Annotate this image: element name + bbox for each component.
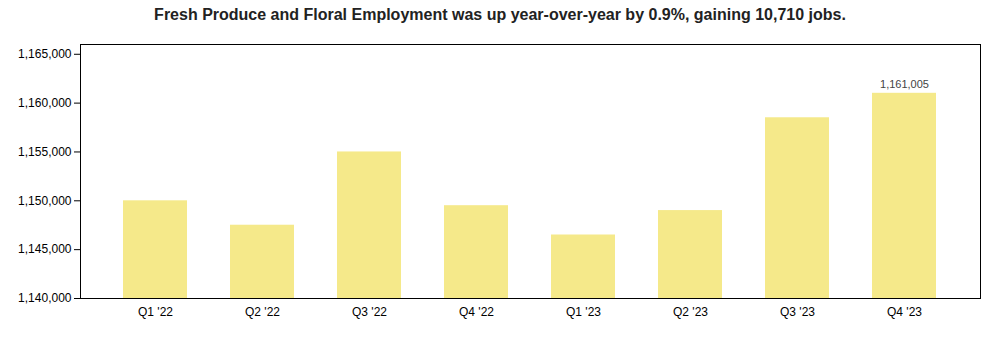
svg-text:Q3 '23: Q3 '23	[780, 305, 815, 319]
svg-text:1,140,000: 1,140,000	[18, 291, 72, 305]
svg-text:Q4 '23: Q4 '23	[887, 305, 922, 319]
html-text:Fresh Produce and Floral Emplo: Fresh Produce and Floral Employment was …	[154, 6, 846, 23]
svg-text:1,161,005: 1,161,005	[880, 78, 929, 90]
svg-text:Q2 '23: Q2 '23	[673, 305, 708, 319]
svg-text:1,155,000: 1,155,000	[18, 145, 72, 159]
svg-text:1,145,000: 1,145,000	[18, 242, 72, 256]
svg-text:Q3 '22: Q3 '22	[352, 305, 387, 319]
svg-text:1,160,000: 1,160,000	[18, 96, 72, 110]
svg-text:1,150,000: 1,150,000	[18, 194, 72, 208]
svg-text:Q1 '23: Q1 '23	[566, 305, 601, 319]
svg-text:Q2 '22: Q2 '22	[245, 305, 280, 319]
svg-text:Q1 '22: Q1 '22	[138, 305, 173, 319]
svg-text:1,165,000: 1,165,000	[18, 47, 72, 61]
svg-text:Q4 '22: Q4 '22	[459, 305, 494, 319]
